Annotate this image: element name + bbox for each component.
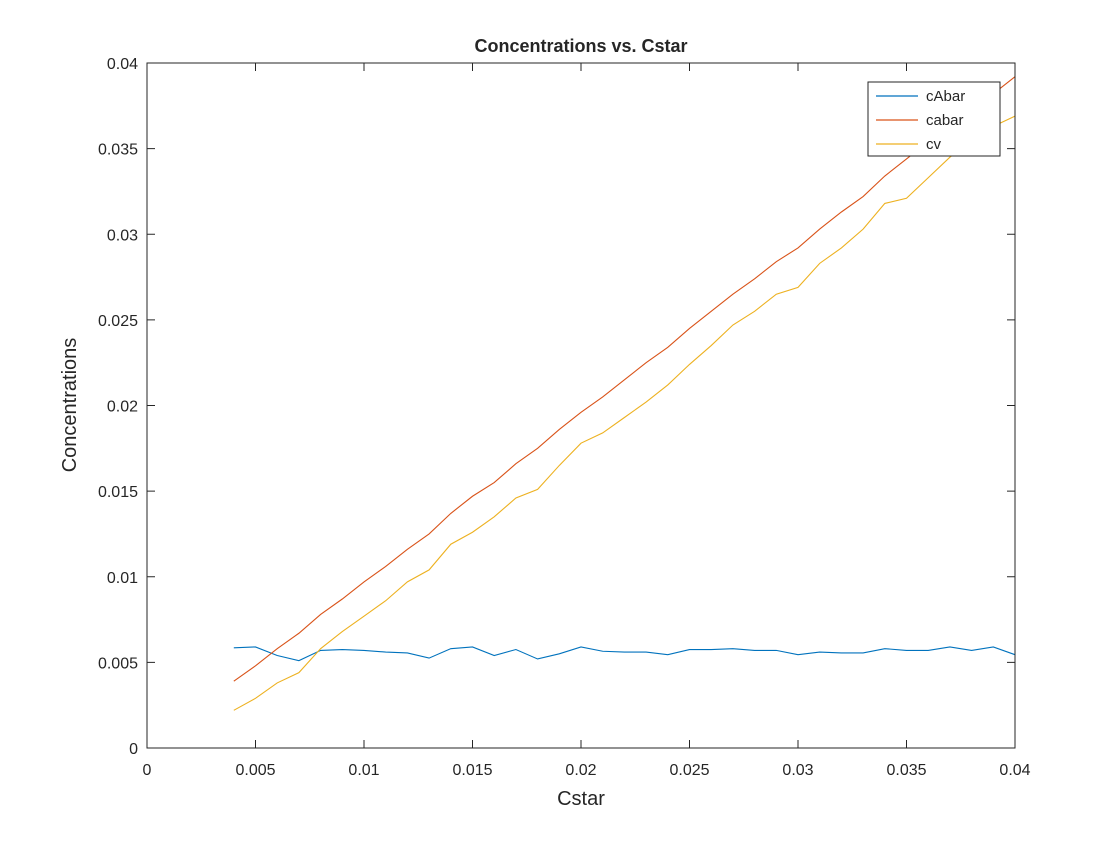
series-line-cAbar bbox=[233, 646, 1016, 662]
y-tick-label: 0.005 bbox=[98, 655, 138, 672]
x-axis-label: Cstar bbox=[557, 788, 605, 810]
series-line-cabar bbox=[233, 76, 1016, 682]
y-tick-label: 0.035 bbox=[98, 142, 138, 159]
x-tick-label: 0.005 bbox=[235, 762, 275, 779]
y-axis-label: Concentrations bbox=[59, 338, 81, 473]
x-tick-label: 0.04 bbox=[999, 762, 1030, 779]
y-tick-label: 0 bbox=[129, 741, 138, 758]
y-tick-label: 0.015 bbox=[98, 484, 138, 501]
x-tick-label: 0.035 bbox=[886, 762, 926, 779]
x-tick-label: 0.025 bbox=[669, 762, 709, 779]
y-tick-label: 0.02 bbox=[107, 399, 138, 416]
x-tick-label: 0 bbox=[143, 762, 152, 779]
series-layer bbox=[233, 76, 1016, 711]
x-tick-label: 0.015 bbox=[452, 762, 492, 779]
series-line-cv bbox=[233, 115, 1016, 711]
legend-label-cAbar: cAbar bbox=[926, 88, 965, 105]
x-tick-label: 0.03 bbox=[782, 762, 813, 779]
legend-label-cv: cv bbox=[926, 136, 942, 153]
chart-title: Concentrations vs. Cstar bbox=[474, 36, 687, 56]
legend: cAbar cabar cv bbox=[867, 81, 1001, 157]
x-tick-label: 0.01 bbox=[348, 762, 379, 779]
y-tick-label: 0.03 bbox=[107, 227, 138, 244]
y-tick-label: 0.04 bbox=[107, 56, 138, 73]
plot-background bbox=[147, 63, 1015, 748]
axes-layer: 0 0.005 0.01 0.015 0.02 0.025 0.03 0.035 0.04 0 0.… bbox=[98, 56, 1031, 779]
y-tick-label: 0.01 bbox=[107, 570, 138, 587]
x-tick-label: 0.02 bbox=[565, 762, 596, 779]
legend-label-cabar: cabar bbox=[926, 112, 964, 129]
y-tick-label: 0.025 bbox=[98, 313, 138, 330]
